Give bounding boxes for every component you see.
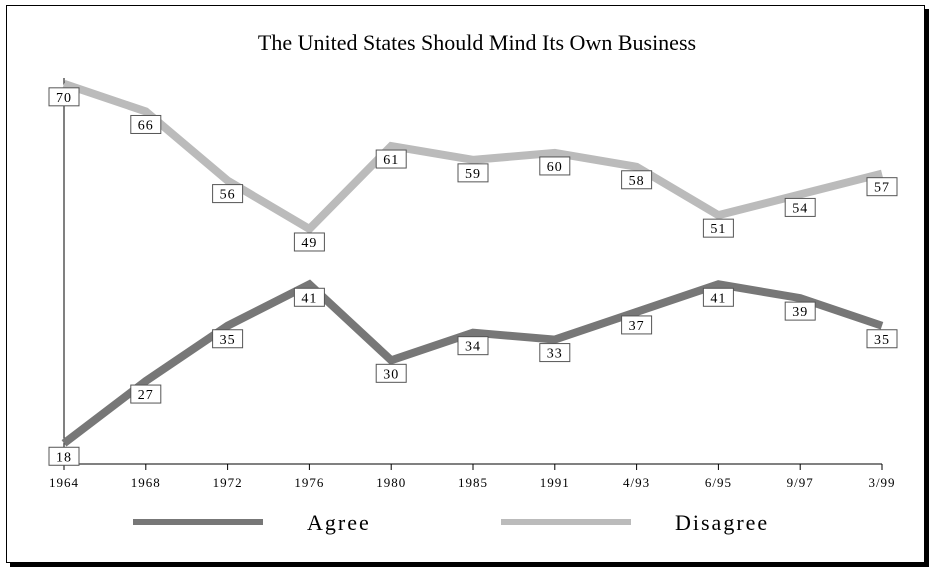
series-line-disagree [62, 80, 883, 235]
legend-label-disagree: Disagree [675, 510, 769, 535]
data-label: 66 [138, 118, 154, 133]
data-label: 41 [301, 291, 317, 306]
x-tick-label: 1964 [49, 475, 79, 490]
data-label: 33 [547, 347, 563, 362]
data-label: 59 [465, 167, 481, 182]
data-label-box [457, 336, 489, 356]
data-label-box [702, 287, 734, 307]
data-label: 35 [874, 333, 890, 348]
data-label: 37 [629, 319, 645, 334]
x-tick-label: 1985 [458, 475, 488, 490]
legend: Agree Disagree [133, 510, 769, 535]
data-label-box [457, 163, 489, 183]
data-label: 27 [138, 388, 154, 403]
data-label-box [212, 184, 244, 204]
data-label-box [539, 156, 571, 176]
data-label: 49 [301, 236, 317, 251]
data-label: 18 [56, 450, 72, 465]
data-label: 60 [547, 160, 563, 175]
data-label-box [293, 287, 325, 307]
data-label-box [375, 363, 407, 383]
series-line-agree [61, 279, 884, 447]
axes: 1964 1968 1972 1976 1980 1985 1991 4/93 6/95 9/97… [49, 78, 895, 490]
x-tick-label: 4/93 [623, 475, 650, 490]
data-label: 56 [220, 188, 236, 203]
data-label-box [48, 87, 80, 107]
data-label: 51 [710, 222, 726, 237]
x-tick-label: 1980 [376, 475, 406, 490]
data-label: 58 [629, 174, 645, 189]
data-label-box [784, 197, 816, 217]
data-label: 57 [874, 181, 890, 196]
x-tick-label: 9/97 [787, 475, 814, 490]
data-label-box [539, 343, 571, 363]
data-label-box [784, 301, 816, 321]
x-tick-label: 6/95 [705, 475, 732, 490]
chart-title: The United States Should Mind Its Own Bu… [258, 30, 696, 55]
series-layer [61, 80, 884, 447]
data-label-box [702, 218, 734, 238]
data-label: 54 [792, 201, 808, 216]
legend-label-agree: Agree [307, 510, 371, 535]
x-tick-label: 1991 [540, 475, 570, 490]
data-label-box [293, 232, 325, 252]
data-label: 34 [465, 340, 481, 355]
data-label-box [621, 315, 653, 335]
data-label: 70 [56, 91, 72, 106]
data-label-box [375, 149, 407, 169]
data-label-box [130, 114, 162, 134]
chart-frame: The United States Should Mind Its Own Bu… [6, 5, 925, 563]
line-chart: The United States Should Mind Its Own Bu… [48, 30, 898, 535]
x-tick-label: 3/99 [868, 475, 895, 490]
data-label-box [866, 177, 898, 197]
data-label: 35 [220, 333, 236, 348]
data-label: 61 [383, 153, 399, 168]
data-label-box [48, 446, 80, 466]
data-label-box [866, 329, 898, 349]
data-label-box [621, 170, 653, 190]
x-tick-label: 1968 [131, 475, 161, 490]
data-label: 39 [792, 305, 808, 320]
data-labels: 18 27 35 41 30 34 33 37 41 39 35 70 66 56 49 61 59 60 58 51… [48, 87, 898, 466]
data-label-box [212, 329, 244, 349]
x-tick-label: 1972 [213, 475, 243, 490]
data-label: 30 [383, 367, 399, 382]
data-label: 41 [710, 291, 726, 306]
data-label-box [130, 384, 162, 404]
x-tick-label: 1976 [294, 475, 324, 490]
